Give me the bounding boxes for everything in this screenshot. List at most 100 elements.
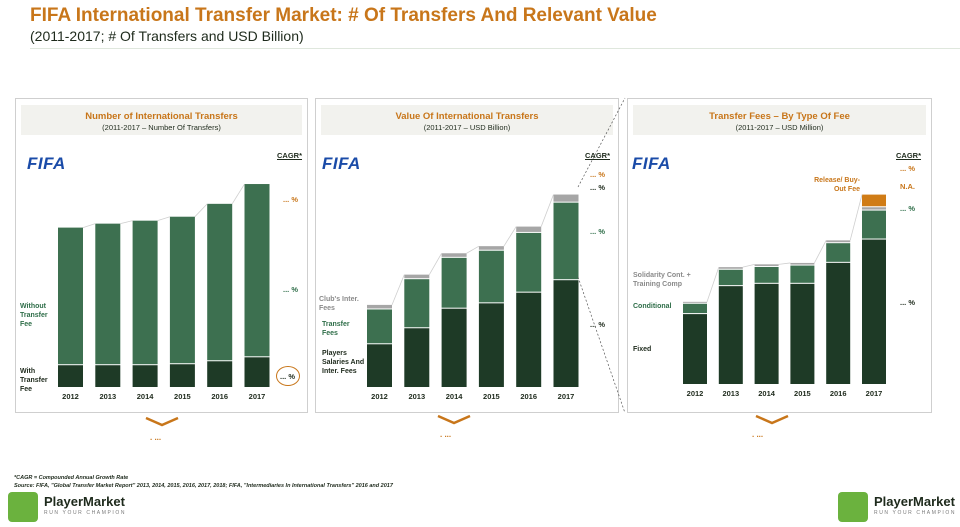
bar-club-s-inter-fees-2013	[404, 274, 430, 279]
cagr-transfer-fees: ... %	[590, 227, 606, 236]
cagr-header: CAGR*	[585, 151, 611, 160]
title-divider	[30, 48, 960, 49]
highlight-circle	[276, 366, 300, 386]
cagr-total: ... %	[900, 164, 916, 173]
bar-transfer-fees-2015	[478, 250, 504, 303]
connector-line	[120, 220, 133, 225]
bar-without-transfer-fee-2017	[244, 184, 270, 357]
cagr-conditional: ... %	[900, 204, 916, 213]
cagr-club-fees: ... %	[590, 183, 606, 192]
connector-line	[814, 240, 827, 264]
x-tick-label: 2013	[408, 392, 425, 401]
bar-players-salaries-and-inter-fees-2017	[553, 280, 579, 387]
connector-line	[742, 263, 755, 268]
bar-release-buy-out-fee-2017	[862, 194, 886, 207]
cagr-header: CAGR*	[896, 151, 922, 160]
callout-line-bottom	[577, 276, 626, 414]
panel-header: Transfer Fees – By Type Of Fee (2011-201…	[633, 105, 926, 135]
bar-club-s-inter-fees-2015	[478, 246, 504, 250]
connector-line	[849, 194, 863, 241]
source-footnote: Source: FIFA, "Global Transfer Market Re…	[14, 483, 393, 489]
bar-solidarity-cont-training-comp-2016	[826, 240, 851, 243]
bar-club-s-inter-fees-2017	[553, 194, 579, 202]
panel-header: Value Of International Transfers (2011-2…	[321, 105, 613, 135]
connector-line	[391, 274, 405, 306]
panel-header: Number of International Transfers (2011-…	[21, 105, 302, 135]
bar-fixed-2013	[718, 286, 743, 384]
brand-tagline: RUN YOUR CHAMPION	[874, 510, 957, 516]
bar-with-transfer-fee-2013	[95, 365, 121, 387]
bar-without-transfer-fee-2012	[58, 227, 83, 365]
bar-players-salaries-and-inter-fees-2015	[478, 303, 504, 387]
x-tick-label: 2015	[174, 392, 191, 401]
x-tick-label: 2017	[558, 392, 575, 401]
bar-conditional-2014	[754, 266, 779, 283]
connector-line	[540, 194, 554, 227]
bar-fixed-2016	[826, 262, 851, 384]
connector-line	[82, 223, 96, 228]
x-tick-label: 2014	[137, 392, 155, 401]
connector-line	[231, 183, 245, 205]
panel-subtitle: (2011-2017 – USD Billion)	[423, 123, 511, 132]
brand-logo-left: PlayerMarket RUN YOUR CHAMPION	[8, 492, 138, 522]
segment-label-club-fees: Club's Inter. Fees	[319, 296, 359, 312]
bar-conditional-2017	[862, 210, 886, 239]
bar-with-transfer-fee-2014	[132, 365, 158, 387]
bar-players-salaries-and-inter-fees-2014	[441, 308, 467, 387]
brand-name: PlayerMarket	[44, 494, 125, 509]
bar-fixed-2015	[790, 283, 815, 384]
segment-label-transfer-fees: Transfer Fees	[322, 321, 350, 337]
bar-conditional-2015	[790, 265, 815, 283]
bar-solidarity-cont-training-comp-2017	[862, 207, 886, 210]
bar-transfer-fees-2016	[516, 232, 542, 292]
cagr-total: ... %	[590, 170, 606, 179]
panel-fee-types: Transfer Fees – By Type Of Fee (2011-201…	[627, 98, 932, 413]
x-tick-label: 2015	[794, 389, 811, 398]
panel-title: Value Of International Transfers	[395, 111, 539, 122]
connector-line	[428, 253, 442, 275]
bar-without-transfer-fee-2013	[95, 223, 121, 365]
x-tick-label: 2017	[249, 392, 266, 401]
bar-club-s-inter-fees-2012	[367, 304, 392, 309]
bar-transfer-fees-2017	[553, 202, 579, 280]
bar-club-s-inter-fees-2016	[516, 226, 542, 232]
x-tick-label: 2013	[722, 389, 739, 398]
chevron-note: . ...	[440, 430, 452, 439]
connector-line	[466, 245, 480, 254]
bar-fixed-2014	[754, 283, 779, 384]
brand-logo-right: PlayerMarket RUN YOUR CHAMPION	[838, 492, 956, 522]
x-tick-label: 2016	[830, 389, 847, 398]
brand-tagline: RUN YOUR CHAMPION	[44, 510, 127, 516]
segment-label-salaries: Players Salaries And Inter. Fees	[322, 350, 365, 375]
bar-transfer-fees-2013	[404, 279, 430, 328]
bar-conditional-2012	[683, 303, 707, 314]
x-tick-label: 2015	[483, 392, 500, 401]
cagr-total: ... %	[283, 195, 299, 204]
panel-subtitle: (2011-2017 – Number Of Transfers)	[102, 123, 221, 132]
bar-conditional-2016	[826, 243, 851, 262]
chevron-down-icon	[437, 414, 471, 425]
panel-title: Number of International Transfers	[85, 111, 238, 122]
bar-without-transfer-fee-2016	[207, 203, 233, 361]
segment-label-solidarity: Solidarity Cont. + Training Comp	[633, 272, 691, 288]
bar-without-transfer-fee-2014	[132, 220, 158, 365]
bar-fixed-2017	[862, 239, 886, 384]
bar-solidarity-cont-training-comp-2013	[718, 267, 743, 269]
bar-conditional-2013	[718, 269, 743, 286]
cagr-footnote: *CAGR = Compounded Annual Growth Rate	[14, 475, 129, 481]
x-tick-label: 2012	[687, 389, 704, 398]
fifa-logo: FIFA	[322, 154, 361, 173]
connector-line	[503, 226, 517, 247]
x-tick-label: 2012	[62, 392, 79, 401]
x-tick-label: 2017	[866, 389, 883, 398]
chevron-down-icon	[145, 416, 179, 427]
bar-with-transfer-fee-2015	[169, 364, 195, 387]
chevron-down-icon	[755, 414, 789, 425]
bar-players-salaries-and-inter-fees-2016	[516, 292, 542, 387]
segment-label-without-fee: Without Transfer Fee	[20, 303, 48, 328]
segment-label-with-fee: With Transfer Fee	[20, 368, 48, 393]
x-tick-label: 2016	[520, 392, 537, 401]
chevron-note: . ...	[150, 433, 162, 442]
brand-mark-icon	[8, 492, 38, 522]
